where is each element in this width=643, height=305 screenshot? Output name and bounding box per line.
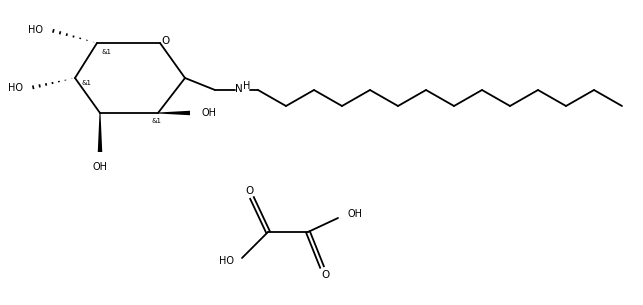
Polygon shape xyxy=(158,111,190,115)
Text: O: O xyxy=(161,36,169,46)
Text: OH: OH xyxy=(202,108,217,118)
Text: &1: &1 xyxy=(151,118,161,124)
Text: &1: &1 xyxy=(102,49,112,55)
Text: O: O xyxy=(245,186,253,196)
Text: HO: HO xyxy=(8,83,23,93)
Text: HO: HO xyxy=(219,256,234,266)
Text: &1: &1 xyxy=(82,80,92,86)
Polygon shape xyxy=(98,113,102,152)
Text: H: H xyxy=(243,81,251,91)
Text: OH: OH xyxy=(348,209,363,219)
Text: N: N xyxy=(235,84,243,94)
Text: HO: HO xyxy=(28,25,43,35)
Text: O: O xyxy=(321,270,329,280)
Text: OH: OH xyxy=(93,162,107,172)
